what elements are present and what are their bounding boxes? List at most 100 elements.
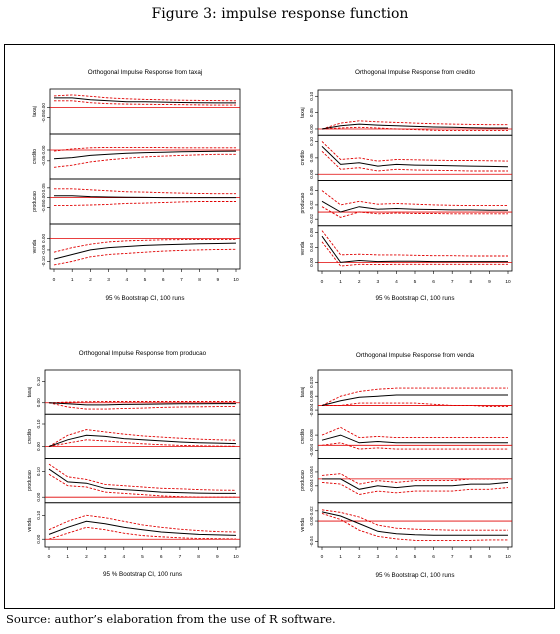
y-tick-label: 0.004 [309, 466, 314, 478]
y-tick-label: -0.004 [309, 443, 314, 456]
panel-label: credito [32, 149, 38, 164]
panel-label: producao [300, 470, 306, 491]
y-tick-label: 0.02 [309, 506, 314, 515]
x-tick-label: 10 [233, 554, 239, 560]
upper-ci-line [53, 146, 236, 152]
upper-ci-line [48, 401, 236, 404]
x-tick-label: 9 [216, 554, 219, 560]
y-tick-label: -0.004 [309, 479, 314, 492]
lower-ci-line [53, 153, 236, 168]
y-tick-label: 0.05 [309, 153, 314, 162]
y-tick-label: -0.04 [309, 536, 314, 547]
y-tick-label: 0.008 [309, 390, 314, 402]
x-tick-label: 7 [451, 554, 454, 560]
panel-label: venda [27, 518, 33, 532]
irf-line [321, 235, 508, 263]
x-tick-label: 10 [505, 279, 511, 285]
panel-frame [317, 89, 513, 136]
lower-ci-line [321, 206, 508, 218]
x-tick-label: 1 [339, 279, 342, 285]
lower-ci-line [321, 512, 508, 541]
upper-ci-line [321, 473, 508, 485]
panel-label: taxaj [27, 387, 33, 398]
irf-chart: Orthogonal Impulse Response from taxaj95… [32, 69, 241, 302]
x-tick-label: 7 [451, 279, 454, 285]
y-tick-label: 0.020 [309, 376, 314, 388]
panel-label: taxaj [32, 106, 38, 117]
y-tick-label: 0.02 [309, 200, 314, 209]
x-axis-label: 95 % Bootstrap CI, 100 runs [103, 571, 182, 578]
upper-ci-line [321, 387, 508, 406]
panel-frame [44, 458, 241, 504]
chart-title: Orthogonal Impulse Response from produca… [79, 350, 207, 357]
irf-line [54, 97, 236, 104]
panel-label: producao [27, 470, 33, 491]
x-tick-label: 3 [104, 554, 107, 560]
lower-ci-line [321, 150, 508, 172]
y-tick-label: 0.00 [41, 234, 46, 243]
y-tick-label: 0.00 [41, 145, 46, 154]
upper-ci-line [321, 426, 508, 439]
panel-frame [44, 413, 241, 459]
irf-line [321, 146, 509, 168]
upper-ci-line [321, 141, 509, 162]
y-tick-label: 0.00 [36, 492, 41, 501]
x-tick-label: 8 [469, 279, 472, 285]
figure-title: Figure 3: impulse response function [151, 6, 409, 22]
x-tick-label: 6 [432, 554, 435, 560]
irf-line [53, 150, 237, 160]
y-tick-label: -0.10 [41, 256, 46, 267]
x-tick-label: 2 [358, 554, 361, 560]
x-tick-label: 5 [414, 554, 417, 560]
x-tick-label: 9 [488, 554, 491, 560]
upper-ci-line [54, 188, 236, 195]
upper-ci-line [321, 509, 508, 531]
x-tick-label: 5 [144, 277, 147, 283]
y-tick-label: 0.06 [309, 186, 314, 195]
y-tick-label: 0.00 [41, 193, 46, 202]
x-tick-label: 4 [395, 279, 398, 285]
y-tick-label: 0.00 [36, 398, 41, 407]
y-tick-label: -0.02 [309, 214, 314, 225]
irf-line [54, 195, 236, 199]
x-tick-label: 2 [85, 554, 88, 560]
panel-frame [317, 134, 513, 181]
x-tick-label: 0 [53, 277, 56, 283]
x-tick-label: 0 [321, 279, 324, 285]
panel-label: credito [300, 429, 306, 444]
irf-line [321, 200, 508, 213]
upper-ci-line [53, 239, 236, 253]
chart-title: Orthogonal Impulse Response from venda [356, 352, 475, 359]
x-tick-label: 9 [488, 279, 491, 285]
y-tick-label: 0.00 [36, 534, 41, 543]
irf-line [321, 434, 508, 444]
irf-line [53, 242, 237, 260]
x-tick-label: 3 [376, 279, 379, 285]
y-tick-label: -0.05 [41, 155, 46, 166]
x-tick-label: 6 [432, 279, 435, 285]
x-tick-label: 7 [180, 277, 183, 283]
x-tick-label: 3 [107, 277, 110, 283]
y-tick-label: 0.00 [309, 169, 314, 178]
upper-ci-line [48, 429, 237, 447]
y-tick-label: 0.008 [309, 429, 314, 441]
x-tick-label: 8 [198, 277, 201, 283]
x-tick-label: 5 [414, 279, 417, 285]
x-tick-label: 6 [162, 277, 165, 283]
lower-ci-line [321, 442, 508, 450]
x-tick-label: 4 [395, 554, 398, 560]
y-tick-label: -0.004 [309, 403, 314, 416]
x-tick-label: 6 [160, 554, 163, 560]
y-tick-label: 0.08 [309, 228, 314, 237]
y-tick-label: -0.05 [41, 202, 46, 213]
